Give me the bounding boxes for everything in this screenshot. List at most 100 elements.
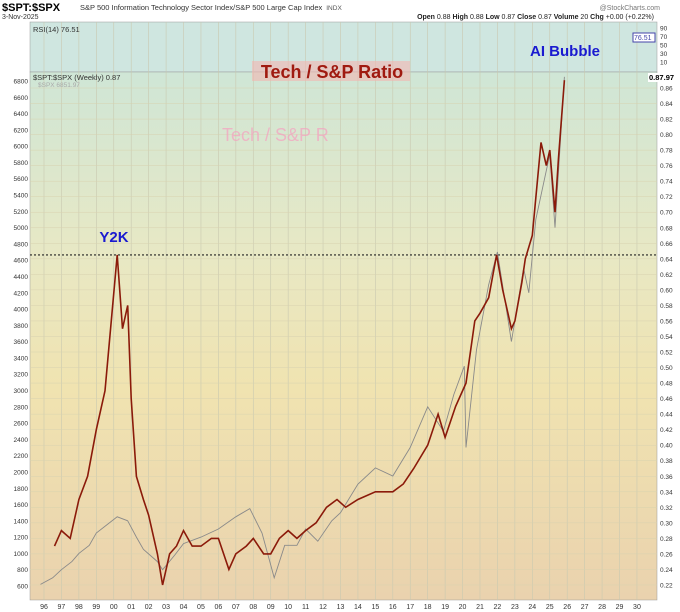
x-tick-label: 96 [40,604,48,611]
right-tick-label: 0.72 [660,194,673,201]
right-tick-label: 0.38 [660,458,673,465]
right-tick-label: 0.30 [660,520,673,527]
right-tick-label: 0.36 [660,474,673,481]
left-tick-label: 6600 [14,95,29,102]
x-tick-label: 02 [145,604,153,611]
right-tick-label: 0.60 [660,287,673,294]
quote-line: Open 0.88 High 0.88 Low 0.87 Close 0.87 … [417,14,654,21]
x-tick-label: 00 [110,604,118,611]
x-tick-label: 06 [215,604,223,611]
right-tick-label: 0.76 [660,163,673,170]
right-tick-label: 0.34 [660,489,673,496]
x-tick-label: 18 [424,604,432,611]
left-tick-label: 5600 [14,176,29,183]
x-tick-label: 17 [406,604,414,611]
chart-symbol: $SPT:$SPX [2,2,61,14]
right-tick-label: 0.50 [660,365,673,372]
right-tick-label: 0.26 [660,551,673,558]
right-tick-label: 0.70 [660,210,673,217]
right-tick-label: 0.54 [660,334,673,341]
right-tick-label: 0.68 [660,225,673,232]
left-tick-label: 3200 [14,372,29,379]
x-tick-label: 08 [249,604,257,611]
left-tick-label: 4200 [14,290,29,297]
x-tick-label: 22 [494,604,502,611]
left-tick-label: 2200 [14,453,29,460]
ghost-title: Tech / S&P R [222,125,329,145]
rsi-label: RSI(14) 76.51 [33,25,80,34]
ai-bubble-label: AI Bubble [530,43,600,60]
left-tick-label: 800 [17,567,28,574]
right-tick-label: 0.80 [660,132,673,139]
chart-description: S&P 500 Information Technology Sector In… [80,3,322,12]
chart-subtitle: S&P 500 Information Technology Sector In… [80,3,342,12]
right-tick-label: 0.32 [660,505,673,512]
left-tick-label: 4400 [14,274,29,281]
left-tick-label: 2800 [14,404,29,411]
left-tick-label: 2000 [14,469,29,476]
x-tick-label: 16 [389,604,397,611]
x-tick-label: 26 [563,604,571,611]
rsi-tick-label: 30 [660,51,668,58]
right-tick-label: 0.64 [660,256,673,263]
rsi-value: 76.51 [634,35,652,42]
left-tick-label: 3400 [14,355,29,362]
x-tick-label: 13 [337,604,345,611]
left-tick-label: 4600 [14,258,29,265]
right-tick-label: 0.44 [660,412,673,419]
rsi-tick-label: 70 [660,34,668,41]
left-tick-label: 5200 [14,209,29,216]
right-tick-label: 0.86 [660,86,673,93]
rsi-tick-label: 90 [660,26,668,33]
right-tick-label: 0.58 [660,303,673,310]
left-tick-label: 1000 [14,551,29,558]
ratio-last-value: 0.87 [649,73,664,82]
left-tick-label: 6800 [14,79,29,86]
right-tick-label: 0.74 [660,179,673,186]
left-tick-label: 1600 [14,502,29,509]
spx-series-line [40,76,565,585]
left-tick-label: 2600 [14,421,29,428]
x-tick-label: 07 [232,604,240,611]
brand: @StockCharts.com [600,5,661,12]
left-tick-label: 6400 [14,111,29,118]
x-tick-label: 99 [92,604,100,611]
left-tick-label: 4000 [14,307,29,314]
right-tick-label: 0.40 [660,443,673,450]
left-tick-label: 6000 [14,144,29,151]
x-tick-label: 27 [581,604,589,611]
left-tick-label: 2400 [14,437,29,444]
x-tick-label: 23 [511,604,519,611]
left-tick-label: 3800 [14,323,29,330]
right-tick-label: 0.22 [660,582,673,589]
x-tick-label: 11 [302,604,309,611]
x-tick-label: 30 [633,604,641,611]
right-tick-label: 0.62 [660,272,673,279]
ratio-series-line [53,80,566,586]
x-tick-label: 09 [267,604,275,611]
left-tick-label: 5400 [14,193,29,200]
right-tick-label: 0.78 [660,148,673,155]
rsi-tick-label: 50 [660,43,668,50]
exchange: INDX [326,5,342,12]
legend-ratio: $SPT:$SPX (Weekly) 0.87 [33,73,120,82]
x-tick-label: 28 [598,604,606,611]
left-tick-label: 4800 [14,241,29,248]
x-tick-label: 98 [75,604,83,611]
last-values: 0.87.97 [649,73,674,82]
right-tick-label: 0.48 [660,381,673,388]
right-tick-label: 0.28 [660,536,673,543]
x-tick-label: 01 [127,604,135,611]
right-tick-label: 0.84 [660,101,673,108]
x-tick-label: 19 [441,604,449,611]
x-tick-label: 15 [371,604,379,611]
right-tick-label: 0.24 [660,567,673,574]
spx-last-value: .97 [664,73,674,82]
x-tick-label: 25 [546,604,554,611]
left-tick-label: 600 [17,583,28,590]
legend-spx: $SPX 6851.97 [38,82,80,89]
x-tick-label: 24 [528,604,536,611]
rsi-tick-label: 10 [660,60,668,67]
